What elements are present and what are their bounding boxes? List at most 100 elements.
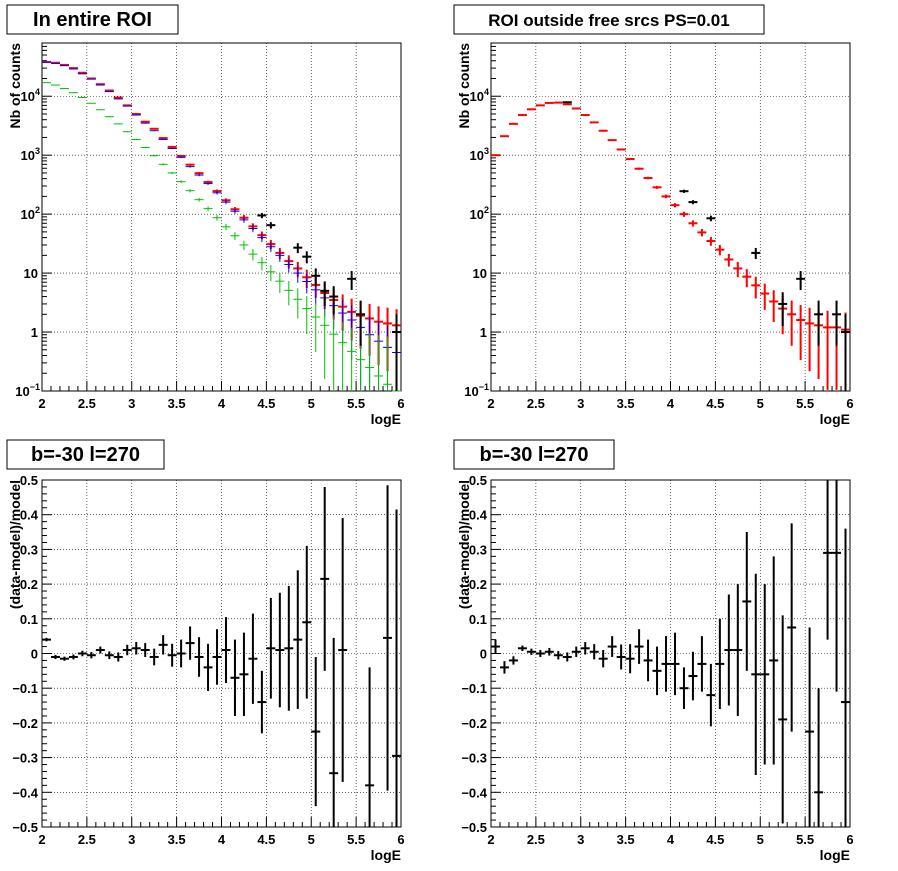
data-point bbox=[104, 651, 114, 660]
chart-pad-3: b=-30 l=270 2 2.5 3 3.5 4 4.5 5 5.5 6 −0.5 −0.4 −0.3… bbox=[6, 439, 405, 863]
y-tick-label: 104 bbox=[470, 87, 489, 104]
x-tick-label: 5.5 bbox=[347, 396, 365, 411]
series-1-point bbox=[823, 310, 833, 390]
data-point bbox=[212, 629, 222, 685]
series-3-point bbox=[122, 131, 132, 133]
y-tick-label: 10 bbox=[473, 266, 487, 281]
series-1-point bbox=[508, 122, 518, 125]
x-tick-label: 4.5 bbox=[706, 832, 724, 847]
data-point bbox=[113, 652, 123, 662]
data-point bbox=[823, 480, 833, 640]
series-3-point bbox=[185, 189, 195, 193]
x-tick-label: 2.5 bbox=[527, 832, 545, 847]
series-1-point bbox=[742, 269, 752, 288]
y-tick-label: −0.2 bbox=[461, 716, 487, 731]
data-point bbox=[95, 646, 105, 654]
series-2-point bbox=[284, 258, 294, 273]
series-1-point bbox=[553, 101, 563, 104]
series-1-point bbox=[517, 114, 527, 117]
x-tick-label: 3 bbox=[128, 396, 135, 411]
data-point bbox=[760, 584, 770, 765]
series-2-point bbox=[814, 300, 824, 346]
y-tick-label: −0.1 bbox=[461, 681, 487, 696]
series-2-point bbox=[131, 114, 141, 116]
series-1-point bbox=[122, 104, 132, 107]
series-4-point bbox=[302, 251, 312, 264]
data-point bbox=[670, 632, 680, 696]
x-tick-label: 4 bbox=[218, 396, 226, 411]
data-point bbox=[257, 670, 267, 734]
series-2-point bbox=[140, 122, 150, 124]
series-1-point bbox=[652, 185, 662, 189]
y-tick-label: 0.3 bbox=[469, 542, 487, 557]
x-tick-label: 4.5 bbox=[257, 832, 275, 847]
data-point bbox=[131, 642, 141, 655]
series-3-point bbox=[149, 154, 159, 157]
x-tick-label: 3.5 bbox=[617, 396, 635, 411]
data-point bbox=[239, 632, 249, 716]
data-point bbox=[248, 613, 258, 704]
series-1-point bbox=[185, 163, 195, 166]
series-1-point bbox=[589, 121, 599, 124]
data-point bbox=[122, 644, 132, 656]
x-tick-label: 2.5 bbox=[527, 396, 545, 411]
series-3-point bbox=[266, 264, 276, 282]
series-3-point bbox=[311, 302, 321, 353]
series-4-point bbox=[257, 212, 267, 219]
series-3-point bbox=[194, 197, 204, 202]
x-axis-label: logE bbox=[371, 411, 401, 427]
series-1-point bbox=[598, 129, 608, 132]
series-2-point bbox=[841, 314, 850, 391]
data-point bbox=[661, 636, 671, 692]
series-4-point bbox=[293, 243, 303, 254]
data-point bbox=[688, 651, 698, 701]
data-point bbox=[338, 518, 348, 782]
chart-pad-2: ROI outside free srcs PS=0.01 2 2.5 3 3.5 4 4.… bbox=[453, 4, 854, 427]
y-tick-label: 10 bbox=[24, 266, 38, 281]
series-2-point bbox=[230, 208, 240, 214]
data-point bbox=[607, 636, 617, 657]
data-point bbox=[562, 652, 572, 662]
y-tick-label: −0.5 bbox=[12, 820, 38, 835]
x-tick-label: 2 bbox=[38, 832, 45, 847]
data-point bbox=[679, 667, 689, 710]
series-1-point bbox=[688, 220, 698, 227]
x-tick-label: 6 bbox=[397, 396, 404, 411]
x-tick-label: 2 bbox=[38, 396, 45, 411]
data-point bbox=[841, 528, 850, 827]
data-point bbox=[230, 639, 240, 716]
x-axis-label: logE bbox=[820, 411, 850, 427]
series-3-point bbox=[329, 315, 339, 391]
series-3-point bbox=[212, 215, 222, 221]
y-tick-label: 1 bbox=[31, 325, 38, 340]
series-1-point bbox=[616, 148, 626, 151]
series-3-point bbox=[302, 296, 312, 335]
series-2-point bbox=[167, 147, 177, 150]
y-tick-label: 1 bbox=[480, 325, 487, 340]
x-tick-label: 2 bbox=[487, 396, 494, 411]
data-point bbox=[535, 650, 545, 657]
data-point bbox=[302, 545, 312, 699]
series-3-point bbox=[158, 163, 168, 166]
series-2-point bbox=[194, 173, 204, 177]
series-4-point bbox=[320, 281, 330, 307]
data-point bbox=[553, 651, 563, 660]
x-tick-label: 4 bbox=[218, 832, 226, 847]
series-4-point bbox=[356, 300, 366, 346]
y-tick-label: 102 bbox=[470, 205, 489, 222]
y-tick-label: −0.2 bbox=[12, 716, 38, 731]
x-tick-label: 3 bbox=[577, 832, 584, 847]
series-3-point bbox=[140, 146, 150, 149]
x-tick-label: 2.5 bbox=[78, 832, 96, 847]
x-axis-label: logE bbox=[371, 847, 401, 863]
series-2-point bbox=[293, 266, 303, 283]
y-tick-label: 0 bbox=[480, 647, 487, 662]
y-tick-label: −0.4 bbox=[12, 785, 38, 800]
y-tick-label: 102 bbox=[21, 205, 40, 222]
y-tick-label: −0.1 bbox=[12, 681, 38, 696]
x-tick-label: 2.5 bbox=[78, 396, 96, 411]
series-4-point bbox=[329, 286, 339, 315]
series-3-point bbox=[320, 309, 330, 379]
series-2-point bbox=[203, 182, 213, 186]
data-point bbox=[706, 663, 716, 727]
